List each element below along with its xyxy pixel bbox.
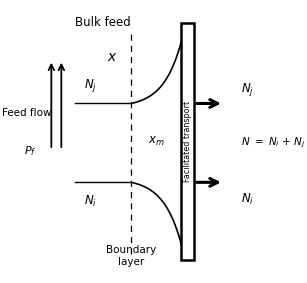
Text: $\mathbf{\mathit{N_j}}$: $\mathbf{\mathit{N_j}}$ — [241, 81, 255, 98]
Text: $P_f$: $P_f$ — [24, 144, 36, 158]
Text: $x_m$: $x_m$ — [148, 135, 165, 148]
Text: $\mathbf{\mathit{N}}$ $=$ $\mathbf{\mathit{N_i}}$ $+$ $\mathbf{\mathit{N_j}}$: $\mathbf{\mathit{N}}$ $=$ $\mathbf{\math… — [241, 136, 305, 150]
Text: $\mathbf{\mathit{N_i}}$: $\mathbf{\mathit{N_i}}$ — [84, 194, 97, 209]
Bar — [181, 23, 194, 260]
Text: $\mathbf{\mathit{N_j}}$: $\mathbf{\mathit{N_j}}$ — [84, 77, 97, 94]
Text: Feed flow: Feed flow — [2, 108, 51, 118]
Text: Bulk feed: Bulk feed — [75, 16, 130, 29]
Text: Facilitated transport: Facilitated transport — [183, 101, 192, 182]
Text: $\mathbf{\mathit{x}}$: $\mathbf{\mathit{x}}$ — [107, 50, 118, 64]
Text: $\mathbf{\mathit{N_i}}$: $\mathbf{\mathit{N_i}}$ — [241, 192, 254, 207]
Text: Boundary
layer: Boundary layer — [106, 245, 157, 267]
